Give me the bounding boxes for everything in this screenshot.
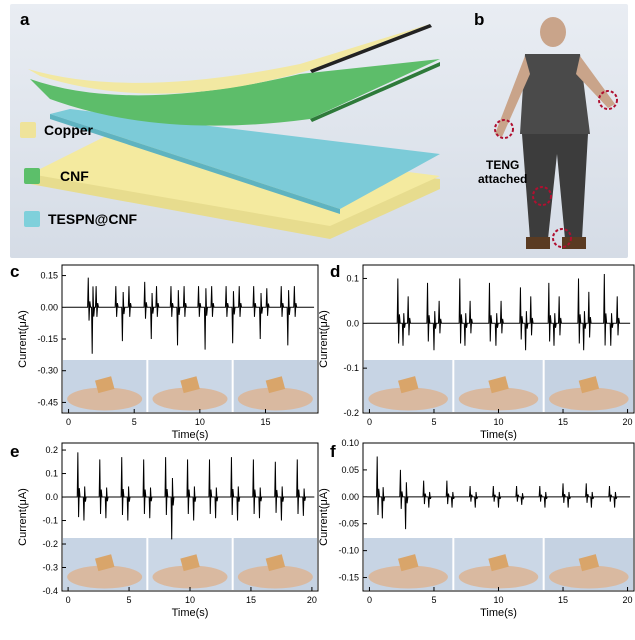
y-tick-label: -0.1: [42, 516, 58, 526]
y-tick-label: 0.00: [40, 302, 58, 312]
signal-line-e: [66, 452, 315, 539]
y-tick-label: 0.05: [341, 465, 359, 475]
legend-label-copper: Copper: [44, 122, 93, 138]
x-tick-label: 15: [260, 417, 270, 427]
x-tick-label: 0: [367, 417, 372, 427]
chart-svg-e: 0.2 0.1 0.0 -0.1 -0.2 -0.3 -0.4 0 5 10 15 20 Time(s)…: [0, 443, 318, 635]
x-tick-label: 10: [195, 417, 205, 427]
x-axis-title: Time(s): [172, 607, 209, 619]
y-tick-label: 0.10: [341, 438, 359, 448]
tespn-cube-icon: [24, 211, 40, 227]
x-axis-title: Time(s): [172, 429, 209, 441]
y-tick-label: -0.15: [37, 334, 58, 344]
signal-line-c: [66, 278, 314, 354]
y-axis-title: Current(μA): [318, 310, 330, 368]
x-tick-label: 10: [493, 417, 503, 427]
y-tick-label: 0.1: [45, 469, 58, 479]
legend-item-cnf: CNF: [24, 168, 89, 184]
legend-label-cnf: CNF: [60, 168, 89, 184]
y-tick-label: -0.45: [37, 397, 58, 407]
x-tick-label: 5: [127, 595, 132, 605]
signal-line-d: [367, 274, 630, 350]
y-tick-label: -0.1: [343, 363, 359, 373]
x-tick-label: 0: [66, 595, 71, 605]
chart-svg-c: 0.15 0.00 -0.15 -0.30 -0.45 0 5 10 15 Time(s) Curr…: [0, 265, 318, 457]
x-tick-label: 20: [623, 417, 633, 427]
y-tick-label: 0.15: [40, 271, 58, 281]
x-tick-label: 5: [431, 595, 436, 605]
y-tick-label: -0.4: [42, 586, 58, 596]
x-axis-title: Time(s): [480, 429, 517, 441]
y-tick-label: 0.0: [346, 318, 359, 328]
x-tick-label: 15: [558, 595, 568, 605]
y-axis-title: Current(μA): [17, 310, 29, 368]
y-tick-label: -0.10: [338, 546, 359, 556]
y-tick-label: -0.2: [42, 539, 58, 549]
x-tick-label: 20: [307, 595, 317, 605]
x-tick-label: 10: [493, 595, 503, 605]
x-tick-label: 10: [185, 595, 195, 605]
x-tick-label: 0: [66, 417, 71, 427]
y-tick-label: -0.3: [42, 563, 58, 573]
chart-e: 0.2 0.1 0.0 -0.1 -0.2 -0.3 -0.4 0 5 10 15 20 Time(s)…: [0, 443, 318, 640]
y-tick-label: -0.15: [338, 573, 359, 583]
y-tick-label: 0.0: [45, 492, 58, 502]
x-tick-label: 20: [623, 595, 633, 605]
y-tick-label: -0.2: [343, 408, 359, 418]
signal-line-f: [367, 456, 630, 529]
x-tick-label: 5: [431, 417, 436, 427]
y-tick-label: 0.1: [346, 273, 359, 283]
y-tick-label: 0.00: [341, 492, 359, 502]
y-axis-title: Current(μA): [318, 488, 330, 546]
y-tick-label: 0.2: [45, 445, 58, 455]
y-tick-label: -0.30: [37, 366, 58, 376]
legend-item-copper: Copper: [20, 122, 93, 138]
x-axis-title: Time(s): [480, 607, 517, 619]
x-tick-label: 0: [367, 595, 372, 605]
teng-label-line1: TENG: [478, 158, 527, 172]
chart-c: 0.15 0.00 -0.15 -0.30 -0.45 0 5 10 15 Time(s) Curr…: [0, 265, 318, 462]
human-figure-illustration: [470, 4, 628, 258]
legend-label-tespn: TESPN@CNF: [48, 211, 137, 227]
teng-attached-label: TENG attached: [478, 158, 527, 186]
x-tick-label: 5: [132, 417, 137, 427]
cnf-cube-icon: [24, 168, 40, 184]
chart-svg-d: 0.1 0.0 -0.1 -0.2 0 5 10 15 20 Time(s) Current(μA): [318, 265, 635, 457]
chart-d: 0.1 0.0 -0.1 -0.2 0 5 10 15 20 Time(s) Current(μA): [318, 265, 635, 462]
copper-cube-icon: [20, 122, 36, 138]
legend-item-tespn: TESPN@CNF: [24, 211, 137, 227]
teng-label-line2: attached: [478, 172, 527, 186]
y-tick-label: -0.05: [338, 519, 359, 529]
x-tick-label: 15: [246, 595, 256, 605]
y-axis-title: Current(μA): [17, 488, 29, 546]
x-tick-label: 15: [558, 417, 568, 427]
